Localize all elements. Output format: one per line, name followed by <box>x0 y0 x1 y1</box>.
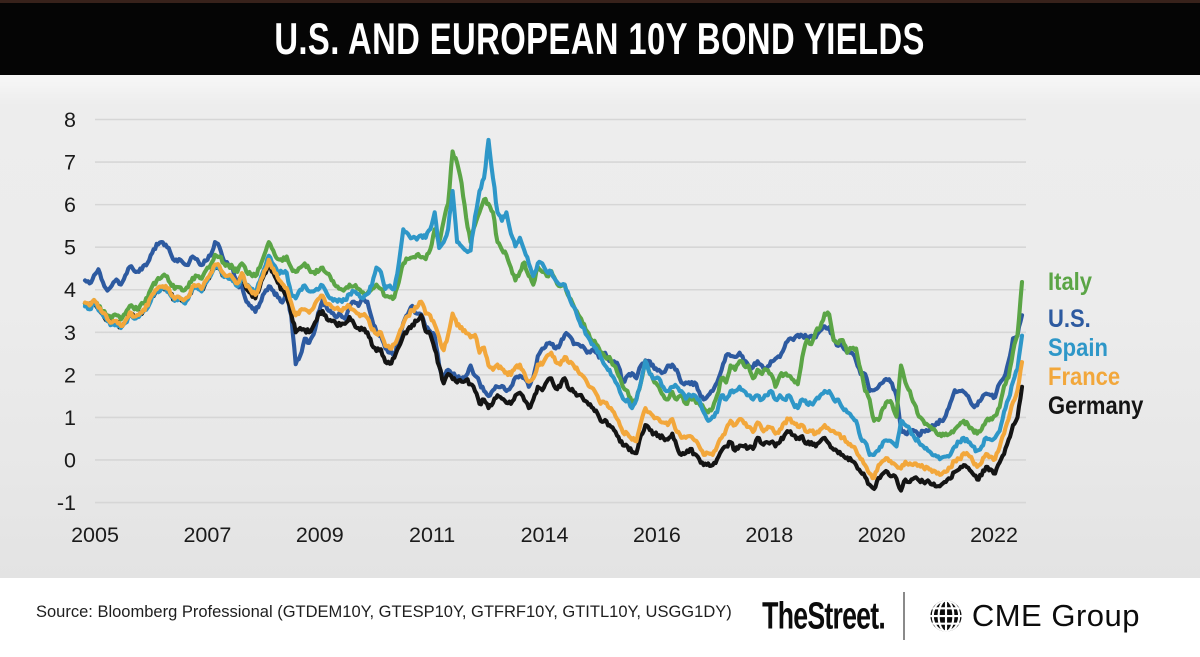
legend-item-spain: Spain <box>1048 334 1108 362</box>
source-attribution: Source: Bloomberg Professional (GTDEM10Y… <box>36 603 732 621</box>
yield-line-chart: 8 7 6 5 4 3 2 1 0 -1 2005 2007 2009 2011 2014 2016 2018 2… <box>57 108 1026 547</box>
cme-group-logo: CME Group <box>929 598 1140 634</box>
svg-text:2009: 2009 <box>296 523 344 547</box>
svg-text:2011: 2011 <box>409 523 455 547</box>
top-accent-strip <box>0 0 1200 3</box>
svg-text:2016: 2016 <box>633 523 681 547</box>
svg-text:2018: 2018 <box>745 523 793 547</box>
chart-legend: Italy U.S. Spain France Germany <box>1048 268 1156 421</box>
header-bar: U.S. AND EUROPEAN 10Y BOND YIELDS <box>0 3 1200 75</box>
svg-text:2020: 2020 <box>858 523 906 547</box>
svg-text:6: 6 <box>64 193 76 217</box>
page-title: U.S. AND EUROPEAN 10Y BOND YIELDS <box>274 13 926 64</box>
svg-text:7: 7 <box>64 151 76 175</box>
cme-group-wordmark: CME Group <box>971 598 1140 633</box>
svg-text:1: 1 <box>64 406 76 430</box>
svg-text:3: 3 <box>64 321 76 345</box>
svg-text:-1: -1 <box>57 491 76 515</box>
svg-text:8: 8 <box>64 108 76 132</box>
footer: Source: Bloomberg Professional (GTDEM10Y… <box>0 578 1200 657</box>
legend-item-france: France <box>1048 363 1121 391</box>
svg-text:5: 5 <box>64 236 76 260</box>
legend-item-germany: Germany <box>1048 392 1144 420</box>
svg-text:2005: 2005 <box>71 523 119 547</box>
svg-text:0: 0 <box>64 448 76 472</box>
legend-item-us: U.S. <box>1048 305 1091 333</box>
svg-text:2014: 2014 <box>521 523 569 547</box>
svg-text:2007: 2007 <box>183 523 231 547</box>
legend-item-italy: Italy <box>1048 268 1093 296</box>
thestreet-logo: TheStreet. <box>761 593 886 637</box>
svg-text:2022: 2022 <box>970 523 1018 547</box>
svg-text:2: 2 <box>64 363 76 387</box>
cme-globe-icon <box>930 600 962 632</box>
chart-background <box>0 75 1200 578</box>
logo-divider <box>902 592 905 640</box>
svg-text:4: 4 <box>64 278 76 302</box>
brand-logos: TheStreet. CME Group <box>719 592 1140 640</box>
